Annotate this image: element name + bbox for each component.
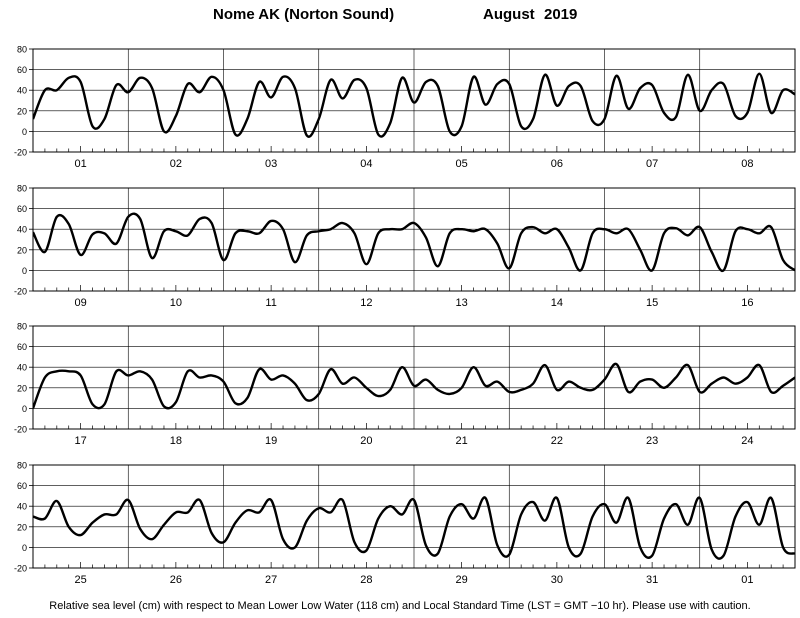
title-year: 2019: [544, 6, 578, 23]
panel-frame: [32, 187, 796, 292]
y-tick-label: 80: [17, 322, 27, 332]
y-tick-label: 20: [17, 245, 27, 255]
y-tick-label: -20: [14, 564, 27, 574]
day-label: 19: [265, 435, 277, 447]
y-tick-label: 40: [17, 86, 27, 96]
title-month: August: [483, 6, 535, 23]
day-label: 18: [170, 435, 182, 447]
y-tick-label: 80: [17, 461, 27, 471]
y-tick-label: 20: [17, 522, 27, 532]
tide-panel-1: -20 0 20 40 60 80 01 02 03 04 05 06 07 08: [14, 45, 796, 170]
day-label: 20: [360, 435, 372, 447]
y-tick-label: 20: [17, 106, 27, 116]
day-label: 03: [265, 158, 277, 170]
y-tick-label: 0: [22, 266, 27, 276]
y-tick-label: 40: [17, 502, 27, 512]
tide-panel-2: -20 0 20 40 60 80 09 10 11 12 13 14 15 16: [14, 184, 796, 309]
day-label: 06: [551, 158, 563, 170]
y-tick-label: 60: [17, 342, 27, 352]
day-label: 28: [360, 574, 372, 586]
tide-series-line: [33, 72, 795, 138]
y-tick-label: 20: [17, 383, 27, 393]
day-label: 14: [551, 297, 563, 309]
day-label: 24: [741, 435, 753, 447]
day-label: 22: [551, 435, 563, 447]
day-label: 09: [75, 297, 87, 309]
day-label: 26: [170, 574, 182, 586]
day-label: 05: [456, 158, 468, 170]
y-tick-label: 40: [17, 225, 27, 235]
day-label: 10: [170, 297, 182, 309]
y-tick-label: 80: [17, 184, 27, 194]
panel-frame: [32, 48, 796, 153]
tide-series-line: [33, 496, 795, 560]
day-label: 07: [646, 158, 658, 170]
footer-note: Relative sea level (cm) with respect to …: [49, 600, 751, 612]
y-tick-label: -20: [14, 148, 27, 158]
day-label: 25: [75, 574, 87, 586]
day-label: 01: [75, 158, 87, 170]
day-label: 04: [360, 158, 372, 170]
tide-series-line: [33, 212, 795, 273]
day-label: 31: [646, 574, 658, 586]
chart-title: Nome AK (Norton Sound) August 2019: [0, 6, 800, 28]
day-label: 13: [456, 297, 468, 309]
station-name: Nome AK (Norton Sound): [213, 6, 395, 23]
y-tick-label: 40: [17, 363, 27, 373]
day-label: 16: [741, 297, 753, 309]
tide-series-line: [33, 362, 795, 410]
y-tick-label: 0: [22, 404, 27, 414]
day-label: 21: [456, 435, 468, 447]
tide-panel-3: -20 0 20 40 60 80 17 18 19 20 21 22 23 24: [14, 322, 796, 447]
y-tick-label: 80: [17, 45, 27, 55]
day-label: 02: [170, 158, 182, 170]
y-tick-label: -20: [14, 425, 27, 435]
day-label: 12: [360, 297, 372, 309]
y-tick-label: -20: [14, 287, 27, 297]
y-tick-label: 60: [17, 65, 27, 75]
day-label: 23: [646, 435, 658, 447]
y-tick-label: 0: [22, 127, 27, 137]
tide-panel-4: -20 0 20 40 60 80 25 26 27 28 29 30 31 01: [14, 461, 796, 586]
y-tick-label: 60: [17, 204, 27, 214]
y-tick-label: 60: [17, 481, 27, 491]
day-label: 27: [265, 574, 277, 586]
day-label: 08: [741, 158, 753, 170]
y-tick-label: 0: [22, 543, 27, 553]
day-label: 11: [265, 297, 276, 309]
day-label: 29: [456, 574, 468, 586]
day-label: 15: [646, 297, 658, 309]
day-label: 01: [741, 574, 753, 586]
day-label: 30: [551, 574, 563, 586]
day-label: 17: [75, 435, 87, 447]
